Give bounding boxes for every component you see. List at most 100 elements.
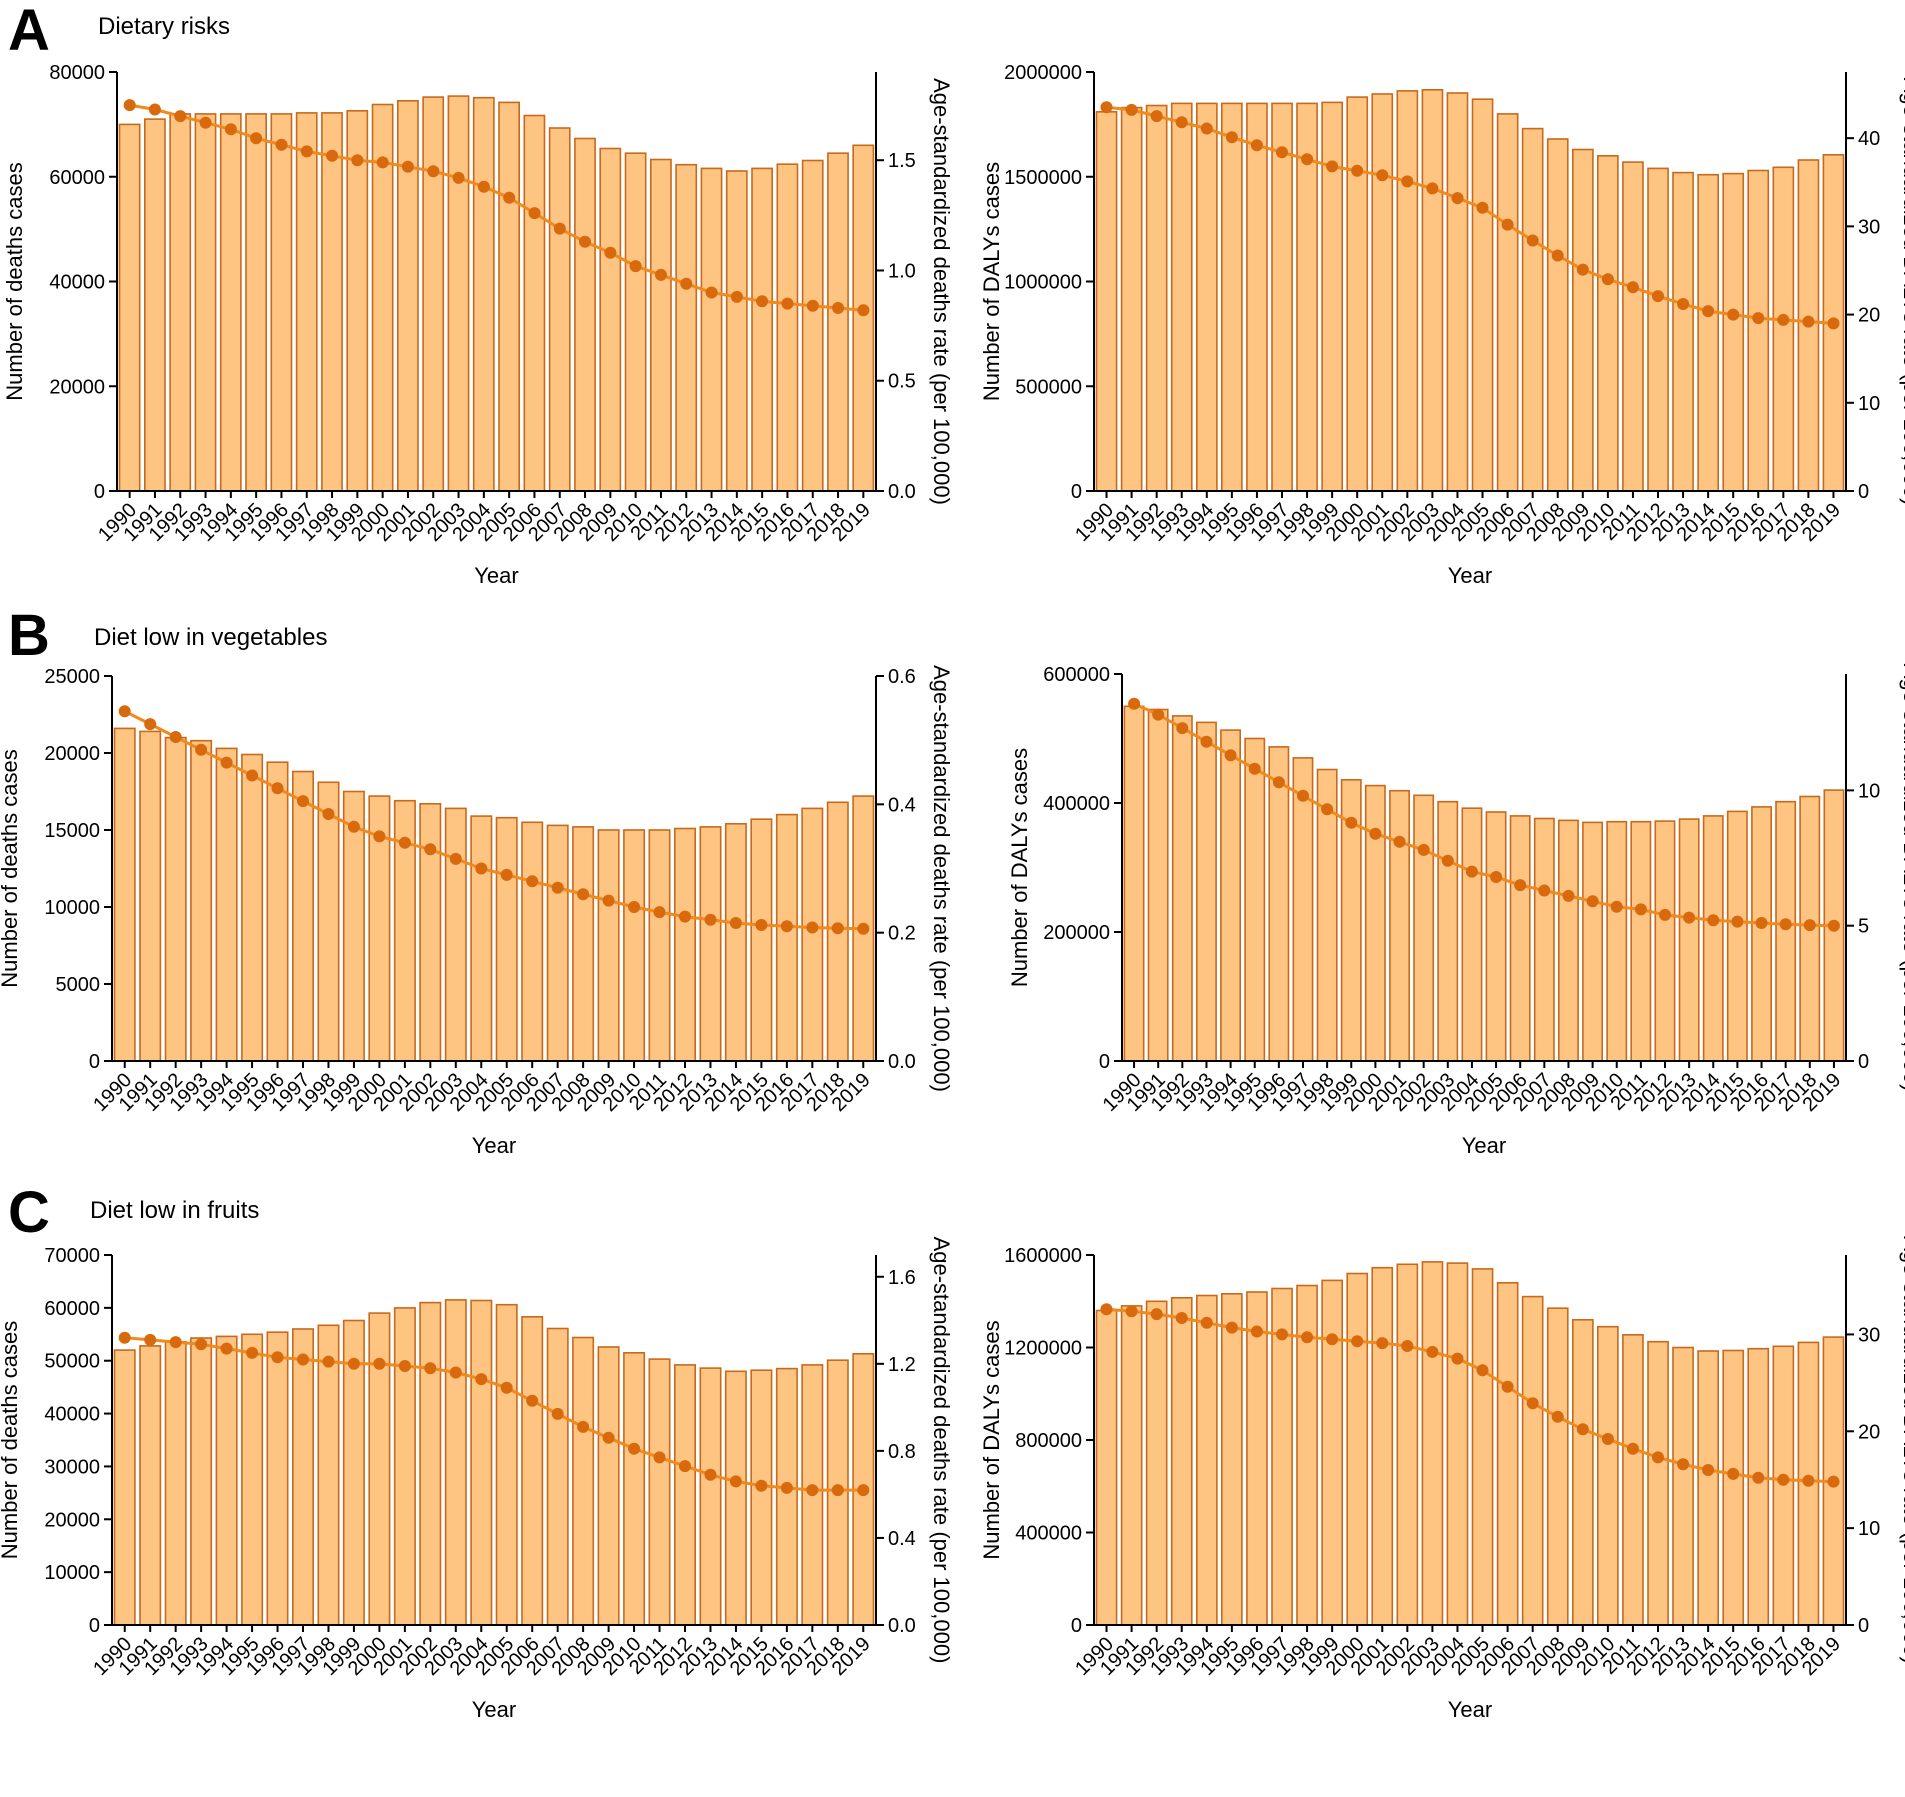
y-tick-label: 25000 [44, 666, 100, 688]
bar-1992 [169, 113, 192, 492]
rate-point-2006 [1514, 879, 1527, 892]
x-axis-title: Year [1448, 563, 1492, 588]
rate-point-2001 [398, 1360, 411, 1372]
bar-2002 [419, 1301, 442, 1626]
bar-2014 [724, 1370, 747, 1626]
rate-point-2003 [449, 852, 462, 865]
bar-1994 [215, 1335, 238, 1626]
rate-point-2004 [1465, 865, 1478, 878]
bar-1993 [190, 739, 213, 1062]
bar-2010 [624, 152, 647, 492]
rate-point-2008 [579, 235, 591, 248]
rate-point-2018 [1803, 919, 1816, 932]
panel-letter-b: B [8, 603, 50, 668]
bar-1995 [1244, 737, 1266, 1062]
rate-point-2010 [628, 901, 641, 913]
bar-2011 [648, 829, 671, 1062]
bar-2014 [1702, 815, 1724, 1062]
y2-tick-label: 5 [1858, 916, 1869, 938]
rate-point-2007 [553, 222, 566, 235]
rate-point-2013 [704, 913, 717, 926]
y-tick-label: 10000 [44, 1562, 100, 1584]
rate-point-2001 [1393, 835, 1406, 848]
bar-2012 [673, 1364, 696, 1626]
y2-tick-label: 1.6 [888, 1267, 916, 1289]
y2-tick-label: 20 [1858, 1421, 1880, 1443]
panel-c-header: C Diet low in fruits [8, 1180, 259, 1245]
bar-1996 [1246, 102, 1268, 492]
rate-point-2015 [755, 1479, 768, 1492]
bar-2013 [1672, 1346, 1694, 1626]
bar-2004 [1446, 92, 1469, 492]
rate-point-2008 [1551, 1410, 1564, 1423]
bar-2001 [396, 100, 419, 492]
rate-point-2016 [1755, 917, 1768, 929]
y-tick-label: 20000 [49, 376, 105, 398]
rate-point-2008 [1562, 889, 1575, 902]
rate-point-2002 [1417, 843, 1430, 856]
bar-1996 [270, 113, 293, 492]
bar-2012 [675, 163, 698, 492]
bar-2007 [546, 1327, 569, 1626]
rate-point-2017 [806, 921, 819, 934]
y-tick-label: 60000 [44, 1298, 100, 1320]
bar-2000 [1364, 784, 1386, 1062]
bar-2000 [1346, 96, 1369, 492]
rate-point-2019 [1827, 1475, 1840, 1488]
y-tick-label: 400000 [1043, 793, 1110, 815]
rate-point-1993 [1175, 1312, 1188, 1324]
y2-tick-label: 1.5 [888, 150, 916, 172]
y2-tick-label: 0.0 [888, 1051, 916, 1073]
bar-2011 [648, 1358, 671, 1626]
bar-1994 [1196, 102, 1218, 492]
rate-point-2014 [1702, 1464, 1715, 1476]
bar-2007 [1521, 127, 1544, 492]
bar-2009 [597, 829, 620, 1062]
bar-2007 [1533, 817, 1555, 1062]
rate-point-2013 [705, 286, 718, 299]
bar-2004 [470, 1299, 493, 1626]
bar-1995 [1221, 1293, 1243, 1626]
bar-1990 [1095, 111, 1118, 492]
bar-2011 [649, 158, 672, 492]
y-tick-label: 60000 [49, 167, 105, 189]
rate-point-2005 [1476, 201, 1489, 214]
rate-point-2004 [477, 180, 490, 193]
bar-2005 [1471, 1268, 1494, 1626]
bar-1993 [194, 113, 217, 492]
x-axis-title: Year [1448, 1697, 1492, 1722]
rate-point-2015 [1727, 1467, 1740, 1480]
rate-point-1990 [1100, 1303, 1113, 1316]
bar-1990 [118, 123, 141, 492]
rate-point-1991 [1125, 103, 1138, 116]
y2-tick-label: 0.0 [888, 481, 916, 503]
rate-point-2014 [1702, 305, 1715, 318]
rate-point-2000 [373, 1357, 386, 1370]
rate-point-1999 [347, 1357, 360, 1370]
y2-tick-label: 0 [1858, 1051, 1869, 1073]
panel-a-header: A Dietary risks [8, 0, 230, 63]
y2-tick-label: 40 [1858, 128, 1880, 150]
bar-2003 [444, 807, 467, 1062]
rate-point-2017 [1777, 1473, 1790, 1486]
rate-point-2007 [1538, 884, 1551, 897]
bar-2003 [1437, 800, 1459, 1062]
y2-tick-label: 1.2 [888, 1354, 916, 1376]
bar-1998 [317, 1324, 340, 1626]
bar-1991 [1120, 106, 1143, 492]
rate-point-2018 [831, 1484, 844, 1497]
bar-2008 [1558, 819, 1579, 1062]
y2-axis-title: Age-standardized deaths rate (per 100,00… [929, 1237, 954, 1664]
bar-1990 [1095, 1309, 1118, 1626]
chart-a-deaths: 0200004000060000800000.00.51.01.51990199… [2, 62, 954, 588]
rate-point-2009 [1576, 263, 1589, 276]
rate-point-2004 [475, 1373, 488, 1386]
rate-point-2011 [1634, 903, 1647, 916]
rate-point-1993 [195, 743, 208, 756]
rate-point-2005 [500, 868, 513, 881]
y2-tick-label: 1.0 [888, 260, 916, 282]
y-tick-label: 20000 [44, 743, 100, 765]
y2-tick-label: 10 [1858, 393, 1880, 415]
y-tick-label: 40000 [44, 1404, 100, 1426]
rate-point-2006 [528, 207, 541, 220]
